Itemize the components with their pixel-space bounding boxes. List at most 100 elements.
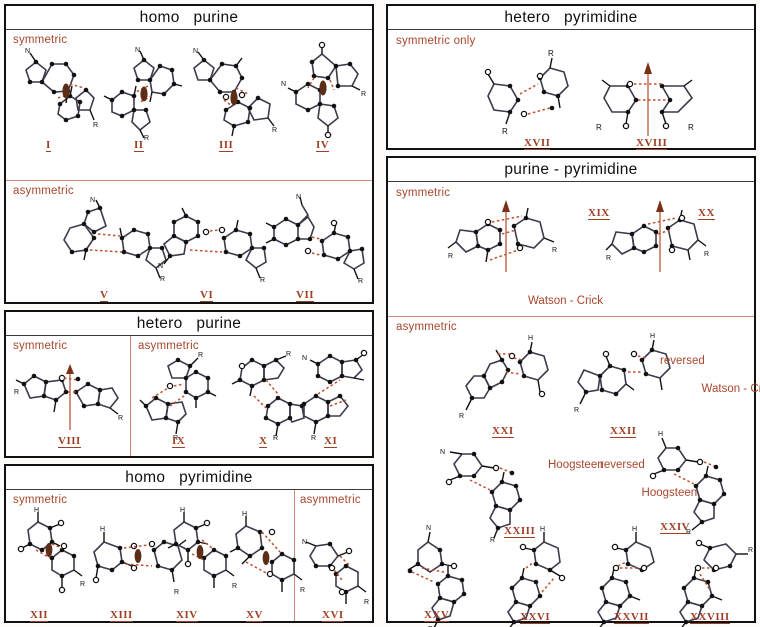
svg-text:N: N (302, 355, 307, 362)
panel-body-homo-purine: symmetric asymmetric (6, 30, 372, 302)
numeral-VII: VII (296, 289, 315, 302)
svg-text:R: R (686, 529, 691, 536)
numeral-XXVIII: XXVIII (690, 611, 730, 624)
panel-hetero-purine: hetero purine symmetric asymmetric (4, 310, 374, 458)
svg-text:H: H (100, 526, 105, 533)
numeral-XII: XII (30, 609, 49, 622)
panel-hetero-pyrimidine: hetero pyrimidine symmetric only (386, 4, 756, 150)
caption-reversed-hoogsteen: reversed Hoogsteen (600, 458, 697, 500)
svg-text:R: R (118, 415, 123, 422)
svg-text:R: R (502, 127, 508, 136)
numeral-XXVII: XXVII (614, 611, 649, 624)
section-label-asymmetric: asymmetric (396, 321, 457, 333)
panel-title-hetero-pyrimidine: hetero pyrimidine (388, 6, 754, 30)
section-label-symmetric-only: symmetric only (396, 35, 476, 47)
svg-text:N: N (25, 48, 30, 55)
svg-text:N: N (193, 48, 198, 55)
numeral-XVI: XVI (322, 609, 344, 622)
svg-text:N: N (135, 47, 140, 54)
svg-text:R: R (748, 547, 753, 554)
panel-title-homo-pyrimidine: homo pyrimidine (6, 466, 372, 490)
svg-text:R: R (361, 91, 366, 98)
numeral-I: I (46, 139, 51, 152)
svg-text:H: H (34, 507, 39, 514)
svg-text:H: H (632, 526, 637, 533)
panel-homo-pyrimidine: homo pyrimidine symmetric asymmetric (4, 464, 374, 623)
numeral-XI: XI (324, 435, 338, 448)
svg-text:R: R (459, 413, 464, 420)
panel-purine-pyrimidine: purine - pyrimidine symmetric asymmetric (386, 156, 760, 627)
section-divider-vertical (130, 336, 132, 456)
section-divider (6, 180, 372, 182)
panel-title-text: homo pyrimidine (125, 468, 253, 486)
numeral-XV: XV (246, 609, 263, 622)
panel-body-purine-pyrimidine: symmetric asymmetric (388, 182, 760, 627)
section-label-symmetric: symmetric (396, 187, 451, 199)
svg-text:N: N (281, 81, 286, 88)
numeral-IX: IX (172, 435, 186, 448)
section-label-symmetric: symmetric (13, 34, 68, 46)
svg-text:R: R (273, 435, 278, 442)
numeral-VI: VI (200, 289, 214, 302)
panel-title-hetero-purine: hetero purine (6, 312, 372, 336)
svg-text:N: N (90, 197, 95, 204)
caption-line-1: reversed (600, 459, 645, 471)
svg-text:R: R (448, 253, 453, 260)
numeral-XXV: XXV (424, 609, 450, 622)
structure-XXVI: HR (502, 526, 588, 627)
structure-XXVII: HR (592, 526, 682, 627)
numeral-III: III (219, 139, 234, 152)
numeral-XXII: XXII (610, 425, 637, 438)
panel-title-text: hetero pyrimidine (504, 8, 638, 26)
svg-text:R: R (596, 123, 602, 132)
svg-text:R: R (552, 247, 557, 254)
svg-text:R: R (358, 278, 363, 285)
svg-text:R: R (704, 251, 709, 258)
caption-line-2: Watson - Crick (701, 383, 760, 395)
numeral-II: II (134, 139, 144, 152)
numeral-XIII: XIII (110, 609, 133, 622)
section-label-asymmetric: asymmetric (13, 185, 74, 197)
numeral-XIX: XIX (588, 207, 610, 220)
caption-hoogsteen: Hoogsteen (548, 459, 604, 471)
left-column: homo purine symmetric asymmetric (4, 4, 374, 623)
panel-body-hetero-purine: symmetric asymmetric (6, 336, 372, 456)
svg-text:N: N (296, 194, 301, 201)
caption-line-1: reversed (660, 355, 705, 367)
svg-text:R: R (144, 135, 149, 142)
section-label-asymmetric: asymmetric (138, 340, 199, 352)
numeral-XX: XX (698, 207, 715, 220)
panel-title-text: purine - pyrimidine (504, 160, 638, 178)
svg-text:R: R (173, 435, 178, 442)
svg-text:N: N (440, 449, 445, 456)
svg-text:R: R (160, 276, 165, 283)
numeral-VIII: VIII (58, 435, 81, 448)
numeral-XVII: XVII (524, 137, 551, 150)
svg-text:H: H (528, 335, 533, 342)
svg-text:R: R (688, 123, 694, 132)
structure-XXVIII: RR (674, 530, 760, 627)
numeral-XVIII: XVIII (636, 137, 668, 150)
section-divider (388, 316, 754, 318)
numeral-IV: IV (316, 139, 330, 152)
svg-text:H: H (658, 431, 663, 438)
